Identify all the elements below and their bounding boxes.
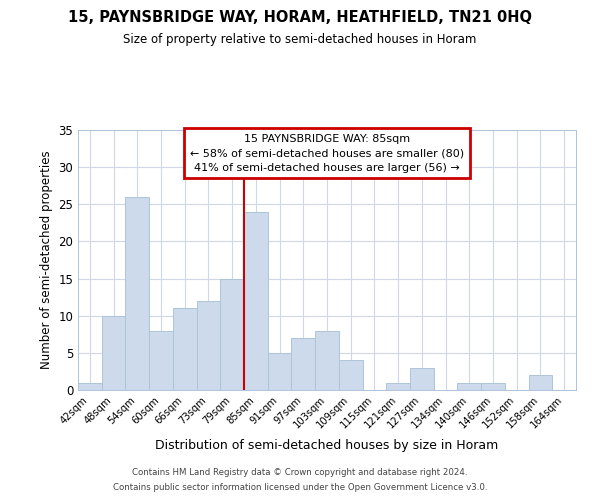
Bar <box>410 368 434 390</box>
Bar <box>386 382 410 390</box>
Y-axis label: Number of semi-detached properties: Number of semi-detached properties <box>40 150 53 370</box>
Text: Contains HM Land Registry data © Crown copyright and database right 2024.: Contains HM Land Registry data © Crown c… <box>132 468 468 477</box>
Bar <box>315 330 339 390</box>
Bar <box>457 382 481 390</box>
Bar <box>102 316 125 390</box>
Bar <box>339 360 362 390</box>
Text: Contains public sector information licensed under the Open Government Licence v3: Contains public sector information licen… <box>113 483 487 492</box>
X-axis label: Distribution of semi-detached houses by size in Horam: Distribution of semi-detached houses by … <box>155 439 499 452</box>
Bar <box>220 278 244 390</box>
Bar <box>244 212 268 390</box>
Bar <box>149 330 173 390</box>
Bar <box>173 308 197 390</box>
Bar <box>268 353 292 390</box>
Bar <box>529 375 552 390</box>
Bar <box>481 382 505 390</box>
Bar <box>197 301 220 390</box>
Bar <box>78 382 102 390</box>
Text: 15, PAYNSBRIDGE WAY, HORAM, HEATHFIELD, TN21 0HQ: 15, PAYNSBRIDGE WAY, HORAM, HEATHFIELD, … <box>68 10 532 25</box>
Bar <box>292 338 315 390</box>
Text: 15 PAYNSBRIDGE WAY: 85sqm
← 58% of semi-detached houses are smaller (80)
41% of : 15 PAYNSBRIDGE WAY: 85sqm ← 58% of semi-… <box>190 134 464 172</box>
Text: Size of property relative to semi-detached houses in Horam: Size of property relative to semi-detach… <box>124 32 476 46</box>
Bar <box>125 197 149 390</box>
